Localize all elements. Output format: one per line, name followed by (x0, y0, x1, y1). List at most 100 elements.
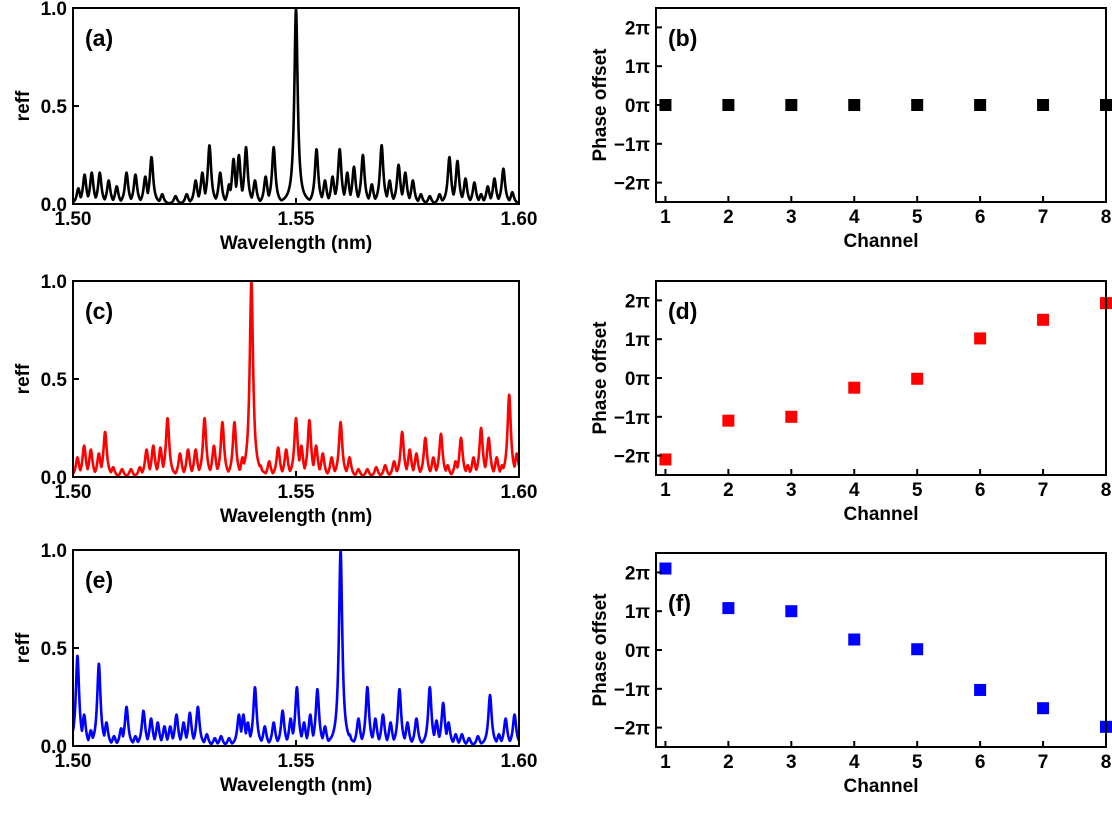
y-tick-label: −2π (614, 719, 651, 740)
x-tick-label: 1 (660, 207, 671, 228)
x-tick-label: 6 (975, 480, 986, 501)
y-tick-label: 0.0 (41, 468, 67, 489)
y-axis-title: Phase offset (590, 593, 611, 707)
x-tick-label: 8 (1101, 752, 1112, 773)
y-tick-label: 0.0 (41, 737, 67, 758)
panel-a: 1.50 1.55 1.60 0.0 0.5 1.0 Wavelength (nm) reff… (13, 0, 537, 254)
x-tick-label: 4 (849, 480, 860, 501)
y-tick-label: 1π (625, 57, 651, 78)
x-tick-label: 3 (786, 752, 797, 773)
y-tick-label: 0.5 (41, 370, 68, 391)
phase-point-b-6 (974, 99, 987, 111)
phase-point-d-4 (848, 381, 861, 394)
x-tick-label: 4 (849, 207, 860, 228)
x-tick-label: 1.50 (55, 482, 92, 503)
panel-f: 1 2 3 4 5 6 7 8 −2π −1π 0π 1π 2π Channel Phase offset (… (590, 552, 1112, 797)
phase-point-d-6 (974, 332, 987, 345)
phase-point-b-2 (722, 99, 735, 111)
x-tick-label: 1.50 (55, 209, 92, 230)
x-axis-title: Channel (844, 231, 919, 252)
panel-label: (b) (668, 25, 697, 51)
x-tick-label: 1.55 (278, 751, 315, 772)
spectrum-line-c (73, 281, 519, 477)
x-tick-label: 2 (723, 207, 734, 228)
phase-point-b-7 (1037, 99, 1050, 111)
x-tick-label: 7 (1038, 752, 1049, 773)
x-axis-title: Channel (844, 504, 919, 525)
phase-point-b-4 (848, 99, 861, 111)
x-tick-label: 7 (1038, 480, 1049, 501)
panel-label: (a) (85, 25, 113, 51)
phase-point-b-3 (785, 99, 798, 111)
y-tick-label: 2π (625, 18, 651, 39)
y-tick-label: 0π (625, 369, 651, 390)
x-axis-title: Wavelength (nm) (220, 506, 372, 527)
y-tick-label: 1.0 (41, 541, 67, 562)
y-tick-label: 0.5 (41, 639, 68, 660)
y-axis-title: Phase offset (590, 48, 611, 162)
y-axis-title: Phase offset (590, 321, 611, 435)
phase-point-d-1 (659, 453, 672, 466)
x-tick-label: 1.55 (278, 482, 315, 503)
plot-frame-f (655, 552, 1107, 748)
plot-frame-d (655, 280, 1107, 476)
phase-point-f-5 (911, 643, 924, 656)
y-tick-label: −1π (614, 408, 651, 429)
y-tick-label: 1π (625, 602, 651, 623)
x-tick-label: 1.55 (278, 209, 315, 230)
phase-point-f-4 (848, 633, 861, 646)
x-tick-label: 3 (786, 207, 797, 228)
plot-frame-c (72, 280, 520, 478)
x-tick-label: 5 (912, 752, 923, 773)
panel-label: (d) (668, 298, 697, 324)
phase-point-f-1 (659, 562, 672, 575)
y-tick-label: 1π (625, 330, 651, 351)
phase-point-b-1 (659, 99, 672, 111)
phase-point-d-7 (1037, 313, 1050, 326)
x-tick-label: 1.60 (501, 751, 538, 772)
x-tick-label: 1.60 (501, 209, 538, 230)
panel-e: 1.50 1.55 1.60 0.0 0.5 1.0 Wavelength (nm) reff… (13, 541, 537, 796)
phase-point-d-2 (722, 414, 735, 427)
x-tick-label: 6 (975, 752, 986, 773)
x-axis-title: Channel (844, 776, 919, 797)
y-tick-label: 0.5 (41, 97, 68, 118)
x-tick-label: 1.60 (501, 482, 538, 503)
x-tick-label: 8 (1101, 480, 1112, 501)
phase-point-f-6 (974, 683, 987, 696)
y-tick-label: 0.0 (41, 195, 67, 216)
y-tick-label: −1π (614, 680, 651, 701)
y-axis-title: reff (13, 632, 34, 663)
spectrum-line-e (73, 550, 519, 746)
y-tick-label: −2π (614, 174, 651, 195)
x-axis-title: Wavelength (nm) (220, 775, 372, 796)
y-tick-label: 2π (625, 291, 651, 312)
phase-point-b-5 (911, 99, 924, 111)
x-tick-label: 5 (912, 207, 923, 228)
panel-c: 1.50 1.55 1.60 0.0 0.5 1.0 Wavelength (nm) reff… (13, 272, 537, 527)
x-tick-label: 1 (660, 752, 671, 773)
phase-point-f-2 (722, 602, 735, 615)
x-tick-label: 2 (723, 752, 734, 773)
x-tick-label: 5 (912, 480, 923, 501)
x-tick-label: 1.50 (55, 751, 92, 772)
panel-d: 1 2 3 4 5 6 7 8 −2π −1π 0π 1π 2π Channel Phase offset (… (590, 280, 1112, 525)
panel-label: (e) (85, 567, 113, 593)
y-tick-label: 1.0 (41, 0, 67, 20)
y-tick-label: 0π (625, 641, 651, 662)
x-tick-label: 7 (1038, 207, 1049, 228)
panel-label: (f) (668, 590, 691, 616)
phase-point-d-5 (911, 372, 924, 385)
phase-point-f-3 (785, 605, 798, 618)
y-tick-label: 1.0 (41, 272, 67, 293)
x-tick-label: 1 (660, 480, 671, 501)
x-tick-label: 2 (723, 480, 734, 501)
y-axis-title: reff (13, 90, 34, 121)
y-axis-title: reff (13, 363, 34, 394)
phase-point-d-3 (785, 410, 798, 423)
phase-point-f-7 (1037, 702, 1050, 715)
x-tick-label: 6 (975, 207, 986, 228)
x-axis-title: Wavelength (nm) (220, 233, 372, 254)
y-tick-label: 2π (625, 563, 651, 584)
